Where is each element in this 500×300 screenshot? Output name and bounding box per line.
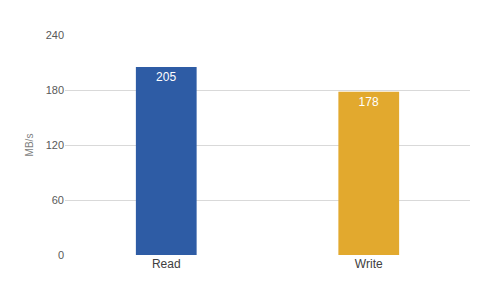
svg-text:180: 180 [46, 84, 64, 96]
svg-text:Read: Read [152, 257, 181, 271]
svg-text:60: 60 [52, 194, 64, 206]
svg-text:0: 0 [58, 249, 64, 261]
svg-text:120: 120 [46, 139, 64, 151]
svg-text:Write: Write [355, 257, 383, 271]
svg-text:178: 178 [359, 95, 379, 109]
svg-text:240: 240 [46, 29, 64, 41]
svg-text:205: 205 [156, 70, 176, 84]
svg-text:MB/s: MB/s [24, 134, 35, 157]
